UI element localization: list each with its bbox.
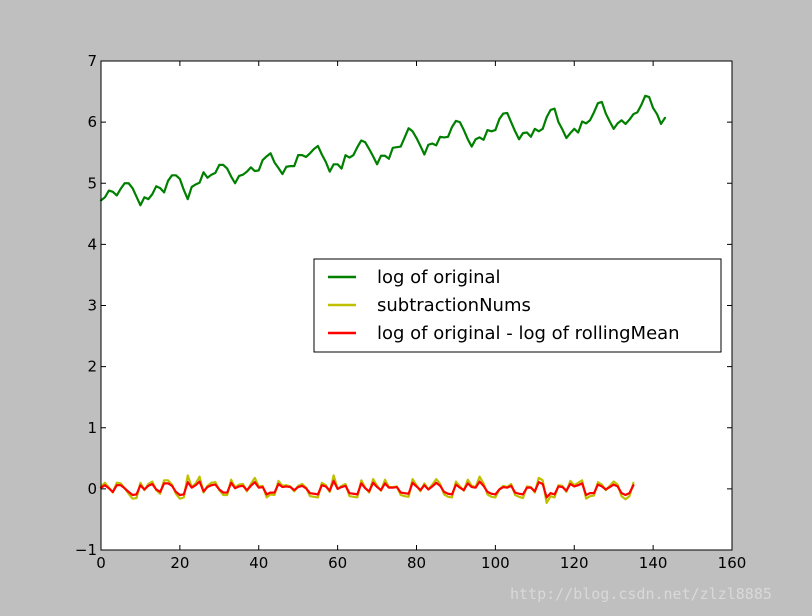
x-tick-label-1: 20 xyxy=(170,554,189,572)
x-tick-label-3: 60 xyxy=(328,554,347,572)
x-tick-label-6: 120 xyxy=(560,554,589,572)
y-tick-label-0: −1 xyxy=(75,541,97,559)
y-tick-label-1: 0 xyxy=(87,480,97,498)
legend-box xyxy=(313,258,722,353)
y-tick-label-7: 6 xyxy=(87,113,97,131)
series-layer xyxy=(99,94,667,505)
y-tick-label-5: 4 xyxy=(87,235,97,253)
legend: log of original subtractionNums log of ori… xyxy=(313,258,722,353)
x-tick-label-4: 80 xyxy=(407,554,426,572)
x-tick-label-2: 40 xyxy=(249,554,268,572)
x-tick-label-8: 160 xyxy=(718,554,747,572)
y-tick-label-3: 2 xyxy=(87,358,97,376)
series-line-2 xyxy=(99,479,635,499)
x-tick-label-5: 100 xyxy=(481,554,510,572)
y-tick-label-8: 7 xyxy=(87,52,97,70)
watermark: http://blog.csdn.net/zlzl8885 xyxy=(510,585,772,603)
y-tick-label-6: 5 xyxy=(87,174,97,192)
x-tick-labels: 0 20 40 60 80 100 120 140 160 xyxy=(96,554,746,572)
legend-label-1: subtractionNums xyxy=(377,295,531,316)
y-tick-label-2: 1 xyxy=(87,419,97,437)
legend-label-2: log of original - log of rollingMean xyxy=(377,323,680,344)
y-tick-label-4: 3 xyxy=(87,297,97,315)
x-tick-label-0: 0 xyxy=(96,554,106,572)
legend-label-0: log of original xyxy=(377,267,501,288)
y-tick-labels: −1 0 1 2 3 4 5 6 7 xyxy=(75,52,97,559)
plot-frame xyxy=(100,60,733,551)
series-line-0 xyxy=(99,94,667,207)
x-tick-label-7: 140 xyxy=(639,554,668,572)
